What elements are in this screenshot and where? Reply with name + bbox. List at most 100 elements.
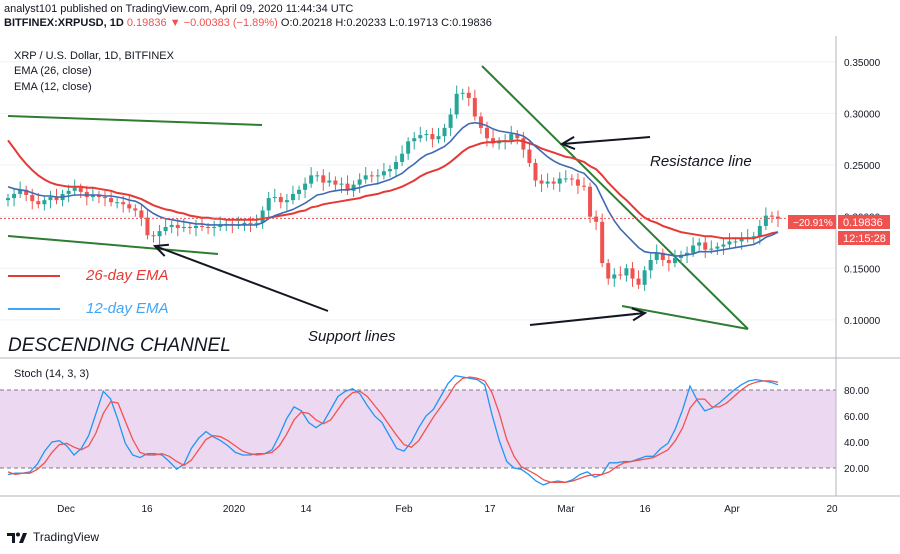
candle-body (187, 226, 192, 228)
stoch-tick-label: 60.00 (844, 412, 869, 423)
candle-body (557, 178, 562, 184)
annotation-arrows[interactable] (152, 136, 651, 326)
pct-tag-text: −20.91% (793, 218, 833, 229)
chart-canvas[interactable]: 0.100000.150000.200000.250000.300000.350… (0, 36, 900, 526)
support-lines-label: Support lines (308, 328, 396, 345)
price-panel[interactable] (0, 36, 836, 356)
candle-body (733, 241, 738, 243)
ema12-annotation: 12-day EMA (86, 300, 169, 317)
candle-body (478, 116, 483, 128)
candle-body (206, 226, 211, 228)
candle-body (630, 268, 635, 279)
candle-body (357, 179, 362, 185)
candle-body (575, 179, 580, 186)
candle-body (36, 201, 41, 205)
candle-body (466, 92, 471, 98)
candle-body (96, 194, 101, 198)
time-tick-label: 16 (141, 504, 153, 515)
candle-body (290, 193, 295, 201)
footer[interactable]: TradingView (6, 530, 99, 544)
candle-body (303, 183, 308, 190)
candle-body (163, 226, 168, 232)
candle-body (751, 236, 756, 238)
candle-body (218, 224, 223, 227)
stoch-d-line[interactable] (7, 376, 779, 483)
candle-body (375, 175, 380, 177)
annotation-arrow (529, 312, 646, 326)
candle-body (333, 180, 338, 185)
candle-body (66, 190, 71, 194)
candle-body (709, 248, 714, 250)
trendlines[interactable] (7, 65, 749, 330)
candle-body (78, 187, 83, 192)
candle-body (581, 185, 586, 187)
stoch-grid (0, 389, 836, 469)
candle-body (672, 257, 677, 264)
ema12-line[interactable] (7, 121, 779, 257)
stoch-legend: Stoch (14, 3, 3) (14, 368, 89, 380)
candle-body (430, 134, 435, 140)
candle-body (133, 208, 138, 211)
time-tick-label: 2020 (223, 504, 246, 515)
candle-body (139, 210, 144, 218)
candle-body (339, 183, 344, 185)
descending-channel-label: DESCENDING CHANNEL (8, 335, 231, 356)
symbol-name[interactable]: BITFINEX:XRPUSD, 1D (4, 17, 124, 29)
candle-body (551, 181, 556, 184)
candle-body (509, 134, 514, 141)
time-tick-label: Mar (557, 504, 575, 515)
time-tick-label: Dec (57, 504, 75, 515)
price-tick-label: 0.25000 (844, 161, 881, 172)
footer-brand: TradingView (33, 530, 100, 544)
candle-body (685, 252, 690, 255)
candle-body (515, 134, 520, 139)
candle-body (727, 241, 732, 245)
candle-body (12, 193, 17, 199)
candle-body (703, 242, 708, 250)
price-tag (838, 215, 890, 229)
trendline (621, 305, 749, 330)
candle-body (260, 210, 265, 223)
candle-body (363, 175, 368, 180)
stoch-k-line[interactable] (7, 374, 779, 486)
candle-body (200, 225, 205, 227)
candle-body (497, 141, 502, 144)
resistance-line-label: Resistance line (650, 153, 752, 170)
candle-body (109, 198, 114, 203)
candle-body (436, 136, 441, 140)
annotation-arrow (154, 245, 329, 312)
candle-body (715, 246, 720, 249)
candle-body (212, 226, 217, 228)
candle-body (193, 225, 198, 228)
candle-body (600, 221, 605, 264)
time-tick-label: 17 (484, 504, 496, 515)
candle-body (30, 194, 35, 202)
candle-body (157, 231, 162, 237)
candle-body (297, 189, 302, 194)
candle-body (278, 197, 283, 203)
down-triangle-icon: ▼ (169, 17, 181, 29)
time-tick-label: 16 (639, 504, 651, 515)
candle-body (175, 224, 180, 228)
candle-body (418, 135, 423, 139)
candle-body (660, 252, 665, 260)
candle-body (406, 141, 411, 154)
candle-body (127, 204, 132, 209)
candle-body (563, 178, 568, 180)
candle-body (472, 97, 477, 117)
candle-body (327, 180, 332, 183)
arrow-head (559, 136, 576, 151)
time-tick-label: Feb (395, 504, 413, 515)
candle-body (527, 149, 532, 163)
candle-body (757, 225, 762, 237)
stoch-tick-label: 80.00 (844, 386, 869, 397)
candle-body (181, 226, 186, 228)
time-tag (838, 231, 890, 245)
candle-body (545, 181, 550, 184)
candle-body (18, 189, 23, 194)
candle-body (151, 235, 156, 237)
ohlc-values: O:0.20218 H:0.20233 L:0.19713 C:0.19836 (280, 17, 492, 29)
candle-body (769, 215, 774, 217)
ema26-line[interactable] (7, 139, 779, 240)
candle-body (412, 138, 417, 142)
